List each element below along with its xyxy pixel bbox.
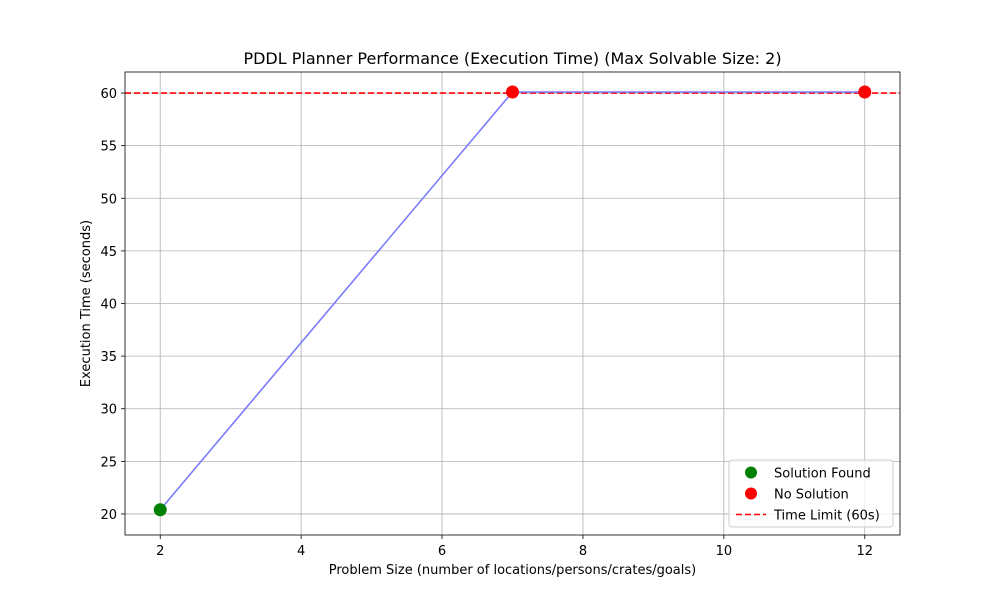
y-tick-label: 30 [100,403,117,418]
y-tick-label: 35 [100,350,117,365]
y-tick-label: 45 [100,245,117,260]
legend-label-solution-found: Solution Found [774,467,871,482]
point-solution-found [153,503,167,517]
legend-marker-solution-found [745,466,757,479]
point-no-solution [858,85,872,99]
y-tick-label: 55 [100,140,117,155]
x-tick-label: 8 [579,544,587,559]
y-tick-label: 60 [100,87,117,102]
x-tick-label: 6 [438,544,446,559]
ticks-layer: 2 4 6 8 10 12 20 25 30 35 40 45 50 55 60 [100,87,873,559]
y-tick-label: 40 [100,298,117,313]
legend-label-time-limit: Time Limit (60s) [773,509,880,524]
legend-marker-no-solution [745,487,757,500]
legend-box [728,459,894,528]
point-no-solution [506,85,519,99]
y-tick-label: 20 [100,508,117,523]
x-tick-label: 10 [716,544,733,559]
y-tick-label: 50 [100,192,117,207]
legend-label-no-solution: No Solution [774,488,849,503]
chart-title: PDDL Planner Performance (Execution Time… [243,49,781,68]
x-tick-label: 12 [856,544,873,559]
legend: Solution Found No Solution Time Limit (6… [728,459,894,528]
y-axis-label: Execution Time (seconds) [79,220,94,387]
y-tick-label: 25 [100,455,117,470]
points-layer [153,85,872,517]
x-tick-label: 2 [156,544,164,559]
x-tick-label: 4 [297,544,305,559]
x-axis-label: Problem Size (number of locations/person… [329,563,697,578]
